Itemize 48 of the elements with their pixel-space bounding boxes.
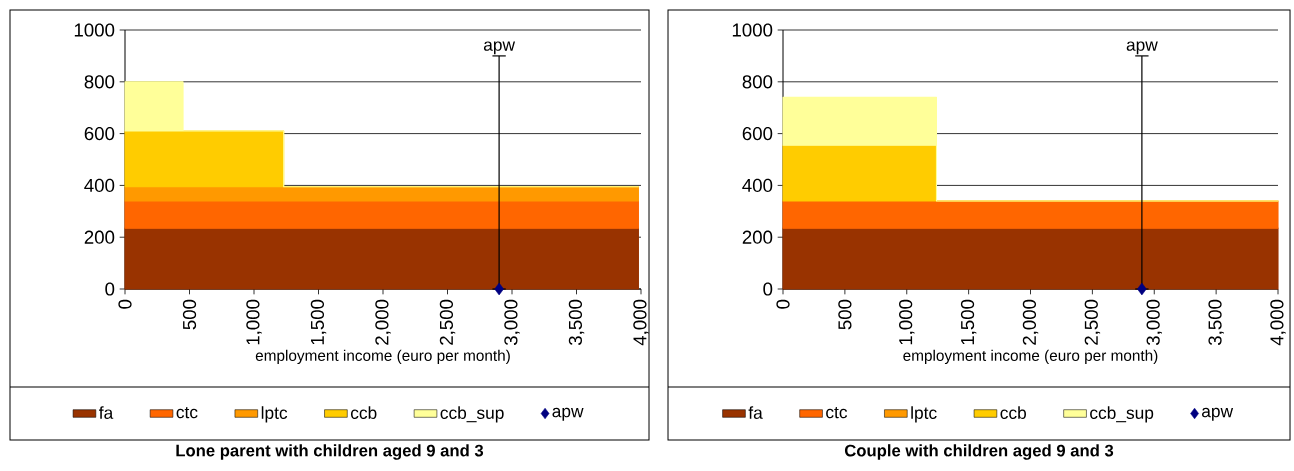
x-tick-label: 1,000 [899,299,915,345]
legend-label: ctc [176,406,198,419]
y-tick-label: 400 [742,178,773,193]
text: Lone parent with children aged 9 and 3 [176,444,484,460]
y-tick-label: 600 [742,126,773,141]
y-tick-label: 800 [84,75,115,89]
x-tick-label: 2,000 [1022,299,1039,345]
y-tick-label: 1000 [732,23,773,37]
x-tick-label: 2,000 [375,299,391,345]
x-tick-label: 2,500 [1084,299,1101,345]
legend-label: apw [552,407,584,421]
x-tick-label: 4,000 [633,299,649,346]
x-tick-label: 500 [838,299,852,330]
legend-label: lptc [911,406,937,423]
legend-label: ccb_sup [1090,406,1154,423]
y-tick-label: 1000 [74,23,115,37]
annotation: apw [483,41,516,55]
x-tick-label: 1,000 [246,299,262,345]
legend-label: ccb [1000,406,1026,419]
legend-label: ccb [350,406,377,419]
x-tick-label: 3,000 [1146,299,1162,346]
y-tick-label: 600 [84,126,115,141]
y-tick-label: 0 [763,282,773,296]
x-tick-label: 3,500 [568,299,585,346]
y-tick-label: 800 [742,75,773,89]
legend-label: ctc [826,406,848,419]
annotation: apw [1126,41,1158,55]
legend-label: fa [748,406,763,419]
legend-label: ccb_sup [440,406,504,423]
x-tick-label: 1,500 [310,299,327,345]
x-tick-label: 2,500 [439,299,456,345]
legend-label: lptc [261,406,288,423]
x-axis-title: employment income (euro per month) [255,349,510,365]
x-axis-title: employment income (euro per month) [903,349,1158,365]
legend-label: apw [1201,407,1234,421]
x-tick-label: 1,500 [960,299,977,345]
x-tick-label: 0 [776,299,790,309]
text: Couple with children aged 9 and 3 [844,444,1114,460]
x-tick-label: 0 [118,299,132,309]
y-tick-label: 200 [84,230,115,244]
y-tick-label: 0 [105,282,115,296]
y-tick-label: 200 [742,230,773,244]
x-tick-label: 3,000 [504,299,520,346]
x-tick-label: 3,500 [1208,299,1224,346]
y-tick-label: 400 [84,178,115,193]
x-tick-label: 500 [182,299,197,330]
legend-label: fa [99,406,114,419]
x-tick-label: 4,000 [1270,299,1286,346]
